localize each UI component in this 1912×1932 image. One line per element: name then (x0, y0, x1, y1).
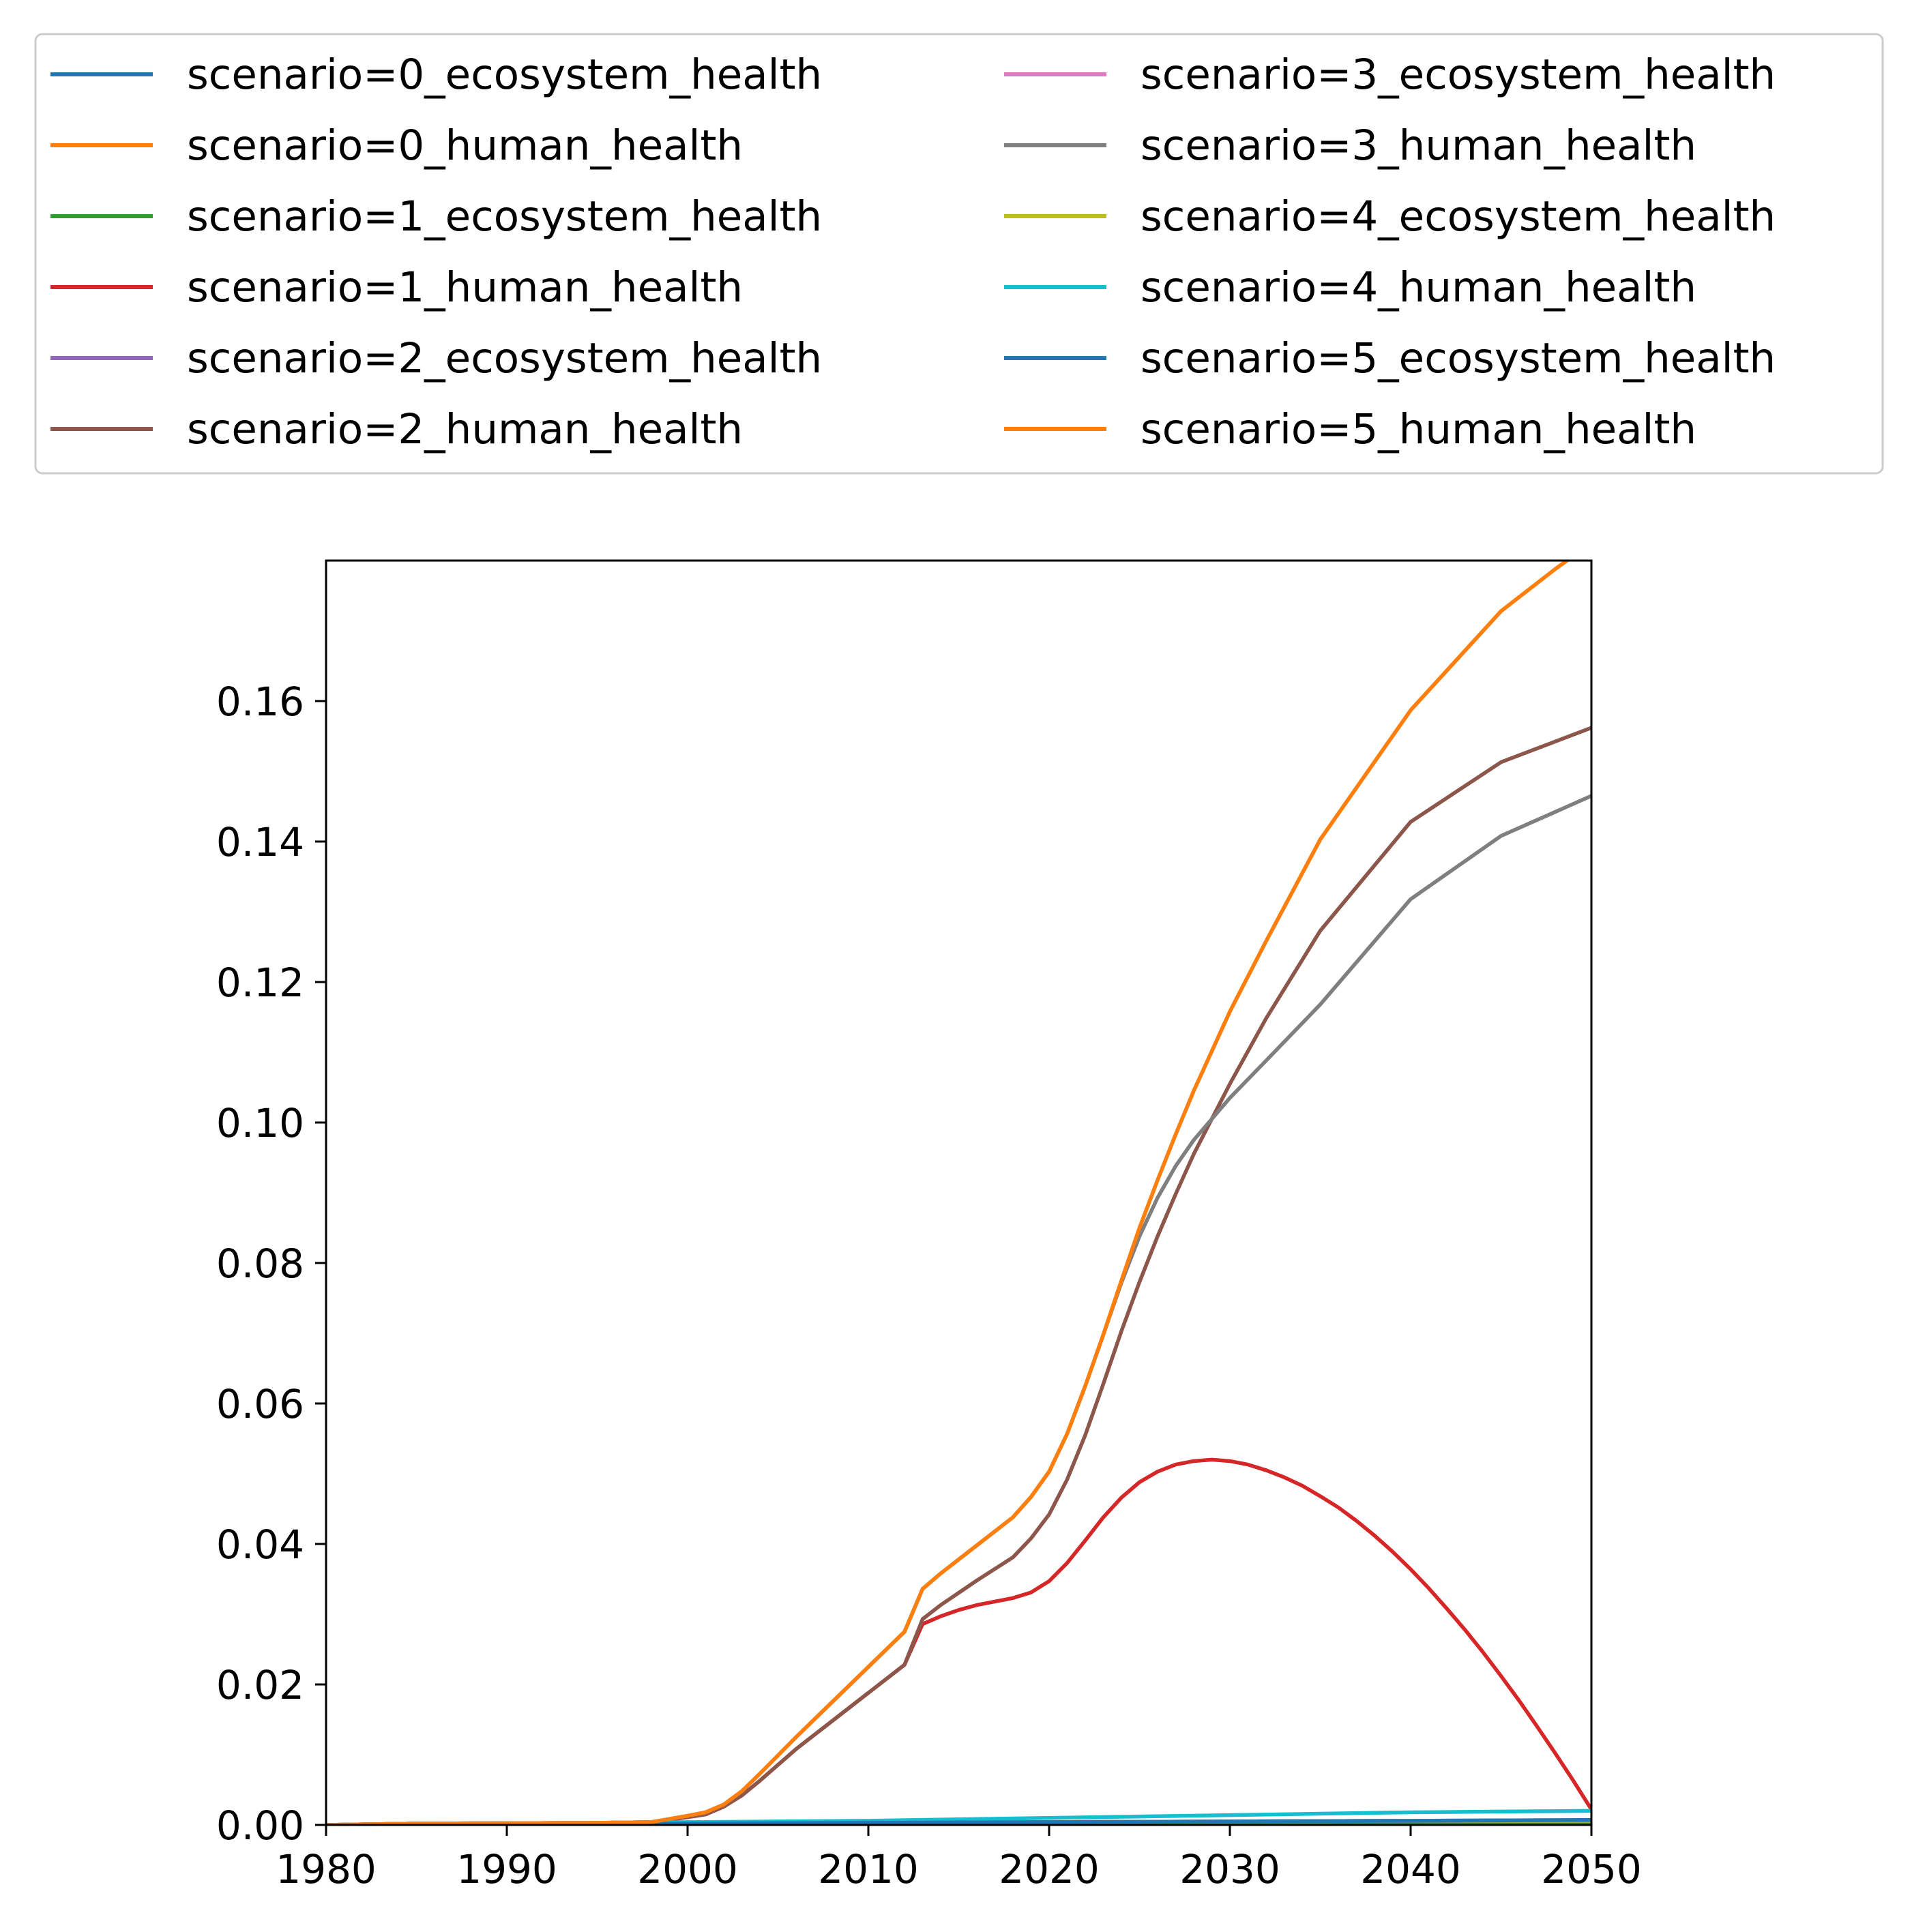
x-tick-label: 2010 (818, 1846, 919, 1892)
legend-label: scenario=1_ecosystem_health (187, 192, 822, 241)
legend-entry: scenario=1_ecosystem_health (50, 192, 822, 241)
legend-label: scenario=3_ecosystem_health (1141, 50, 1776, 99)
legend-label: scenario=1_human_health (187, 263, 743, 312)
x-tick-label: 2050 (1541, 1846, 1642, 1892)
y-tick-label: 0.12 (216, 960, 304, 1006)
axes-frame (325, 559, 1593, 1826)
series-line-scenario-2-human-health (326, 726, 1591, 1825)
legend-entry: scenario=0_human_health (50, 121, 743, 170)
y-tick-label: 0.08 (216, 1240, 304, 1287)
legend: scenario=0_ecosystem_health scenario=0_hu… (34, 33, 1884, 475)
y-tick-label: 0.00 (216, 1802, 304, 1849)
y-tick-label: 0.14 (216, 819, 304, 865)
x-tick-label: 2040 (1360, 1846, 1461, 1892)
legend-entry: scenario=4_human_health (1004, 263, 1696, 312)
x-tick-label: 1980 (276, 1846, 377, 1892)
x-tick-label: 1990 (456, 1846, 557, 1892)
legend-label: scenario=5_ecosystem_health (1141, 334, 1776, 383)
legend-label: scenario=0_human_health (187, 121, 743, 170)
legend-label: scenario=2_ecosystem_health (187, 334, 822, 383)
x-tick-label: 2000 (637, 1846, 738, 1892)
legend-frame (34, 33, 1884, 475)
legend-entry: scenario=1_human_health (50, 263, 743, 312)
legend-entry: scenario=3_human_health (1004, 121, 1696, 170)
x-tick-label: 2020 (999, 1846, 1100, 1892)
x-tick-label: 2030 (1179, 1846, 1280, 1892)
legend-label: scenario=5_human_health (1141, 405, 1696, 454)
plot-area: 1980 1990 2000 2010 2020 2030 2040 2050 0.00 0.02… (216, 559, 1642, 1892)
series-line-scenario-5-human-health (326, 561, 1570, 1825)
y-tick-label: 0.02 (216, 1662, 304, 1708)
legend-label: scenario=3_human_health (1141, 121, 1696, 170)
legend-label: scenario=0_ecosystem_health (187, 50, 822, 99)
legend-entry: scenario=5_human_health (1004, 405, 1696, 454)
y-tick-label: 0.16 (216, 679, 304, 725)
legend-label: scenario=4_human_health (1141, 263, 1696, 312)
legend-entry: scenario=5_ecosystem_health (1004, 334, 1776, 383)
legend-entry: scenario=2_human_health (50, 405, 743, 454)
y-tick-label: 0.06 (216, 1381, 304, 1427)
legend-entry: scenario=4_ecosystem_health (1004, 192, 1776, 241)
legend-entry: scenario=2_ecosystem_health (50, 334, 822, 383)
legend-label: scenario=4_ecosystem_health (1141, 192, 1776, 241)
legend-label: scenario=2_human_health (187, 405, 743, 454)
y-tick-label: 0.04 (216, 1521, 304, 1568)
legend-entry: scenario=3_ecosystem_health (1004, 50, 1776, 99)
legend-entry: scenario=0_ecosystem_health (50, 50, 822, 99)
y-tick-label: 0.10 (216, 1100, 304, 1146)
